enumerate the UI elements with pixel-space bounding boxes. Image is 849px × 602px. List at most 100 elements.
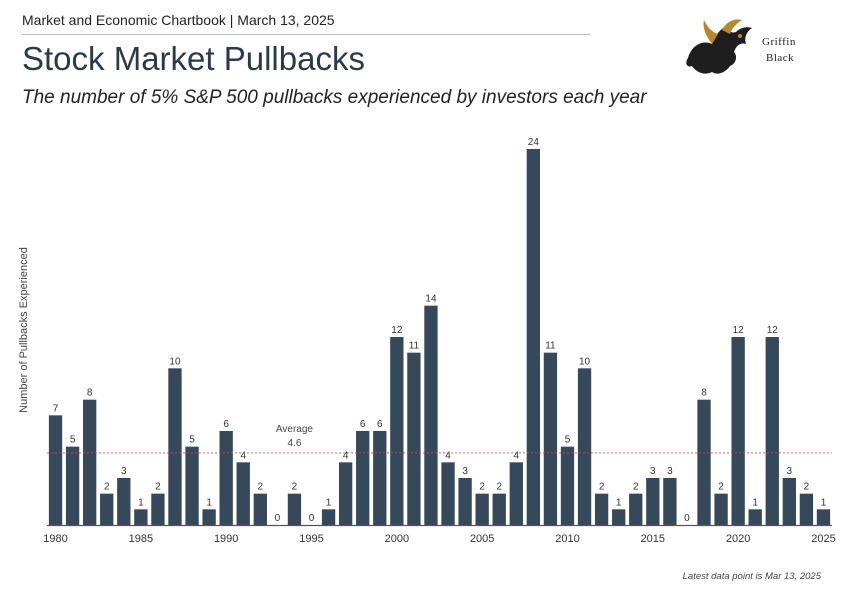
- data-label-1997: 4: [343, 450, 349, 461]
- bar-2002: [424, 305, 438, 525]
- bar-2000: [390, 337, 404, 525]
- data-label-2023: 3: [787, 466, 793, 477]
- x-tick-label-2020: 2020: [726, 533, 750, 545]
- bar-2014: [629, 493, 643, 525]
- x-tick-label-2010: 2010: [555, 533, 579, 545]
- data-label-2021: 1: [752, 497, 758, 508]
- griffin-black-logo: Griffin Black: [682, 14, 822, 80]
- data-label-1995: 0: [309, 513, 315, 524]
- bars-group: [48, 149, 831, 525]
- data-label-1998: 6: [360, 419, 366, 430]
- bar-1990: [219, 431, 233, 525]
- data-label-2009: 11: [545, 341, 556, 352]
- bar-1983: [100, 493, 114, 525]
- x-tick-label-2025: 2025: [811, 533, 835, 545]
- data-label-2007: 4: [514, 450, 520, 461]
- data-label-2002: 14: [425, 294, 437, 305]
- bar-1986: [151, 493, 165, 525]
- data-label-1986: 2: [155, 482, 161, 493]
- bar-2016: [663, 478, 677, 525]
- data-label-1990: 6: [223, 419, 229, 430]
- page-subtitle: The number of 5% S&P 500 pullbacks exper…: [22, 87, 647, 108]
- bar-2020: [731, 337, 745, 525]
- data-label-1991: 4: [240, 450, 246, 461]
- bar-2019: [714, 493, 728, 525]
- header-divider: [22, 34, 590, 35]
- chartbook-source-line: Market and Economic Chartbook | March 13…: [22, 12, 335, 28]
- data-label-2024: 2: [804, 482, 810, 493]
- bar-2007: [509, 462, 523, 525]
- bar-1996: [321, 509, 336, 525]
- bar-1994: [287, 493, 302, 525]
- average-value: 4.6: [287, 438, 301, 449]
- data-label-1981: 5: [70, 435, 76, 446]
- data-label-2019: 2: [718, 482, 724, 493]
- data-label-2020: 12: [733, 325, 745, 336]
- data-label-2006: 2: [496, 482, 502, 493]
- footnote: Latest data point is Mar 13, 2025: [682, 571, 821, 582]
- bar-2003: [441, 462, 455, 525]
- bar-2010: [560, 446, 575, 525]
- bar-2005: [475, 493, 489, 525]
- data-label-1980: 7: [53, 403, 59, 414]
- x-tick-label-1985: 1985: [129, 533, 153, 545]
- bar-1999: [373, 431, 387, 525]
- logo-text-line2: Black: [766, 52, 795, 64]
- data-label-1992: 2: [258, 482, 264, 493]
- data-label-2014: 2: [633, 482, 639, 493]
- bar-2001: [407, 352, 421, 525]
- bar-2004: [458, 478, 472, 525]
- data-label-1984: 3: [121, 466, 127, 477]
- data-label-2004: 3: [462, 466, 468, 477]
- data-label-1983: 2: [104, 482, 110, 493]
- data-label-1988: 5: [189, 435, 195, 446]
- data-label-1999: 6: [377, 419, 383, 430]
- data-label-1996: 1: [326, 497, 332, 508]
- data-label-1987: 10: [169, 356, 181, 367]
- bar-1982: [83, 399, 97, 525]
- x-tick-label-1990: 1990: [214, 533, 238, 545]
- data-label-2015: 3: [650, 466, 656, 477]
- x-tick-label-1995: 1995: [299, 533, 323, 545]
- bar-2015: [646, 478, 660, 525]
- x-axis: 1980 1985 1990 1995 2000 2005 2010 2015 2020 2025: [43, 524, 836, 545]
- data-label-2016: 3: [667, 466, 673, 477]
- data-label-2011: 10: [579, 356, 591, 367]
- bar-1981: [65, 446, 80, 525]
- average-annotation: Average 4.6: [47, 424, 832, 454]
- bar-1985: [134, 509, 148, 525]
- data-label-2003: 4: [445, 450, 451, 461]
- bar-2023: [782, 478, 796, 525]
- bar-2009: [543, 352, 558, 525]
- data-label-2005: 2: [479, 482, 485, 493]
- data-label-2001: 11: [409, 341, 420, 352]
- bar-1984: [117, 478, 131, 525]
- x-tick-label-1980: 1980: [43, 533, 67, 545]
- data-label-1985: 1: [138, 497, 144, 508]
- data-label-2018: 8: [701, 388, 707, 399]
- bar-1998: [356, 431, 370, 525]
- x-tick-label-2015: 2015: [641, 533, 665, 545]
- logo-text-line1: Griffin: [762, 36, 796, 48]
- bar-1989: [202, 509, 216, 525]
- x-tick-label-2000: 2000: [385, 533, 409, 545]
- griffin-icon: [686, 19, 752, 74]
- data-label-2008: 24: [528, 137, 540, 148]
- bar-1980: [48, 415, 63, 525]
- bar-2013: [612, 509, 626, 525]
- data-label-2000: 12: [391, 325, 403, 336]
- data-label-2010: 5: [565, 435, 571, 446]
- bar-2025: [816, 509, 831, 525]
- data-label-2017: 0: [684, 513, 690, 524]
- data-label-2025: 1: [821, 497, 827, 508]
- page-title: Stock Market Pullbacks: [22, 40, 365, 77]
- data-label-1982: 8: [87, 388, 93, 399]
- average-label: Average: [276, 424, 314, 435]
- data-label-1989: 1: [206, 497, 212, 508]
- bar-2011: [577, 368, 592, 525]
- x-tick-label-2005: 2005: [470, 533, 494, 545]
- bar-2022: [765, 337, 779, 525]
- bar-1991: [236, 462, 250, 525]
